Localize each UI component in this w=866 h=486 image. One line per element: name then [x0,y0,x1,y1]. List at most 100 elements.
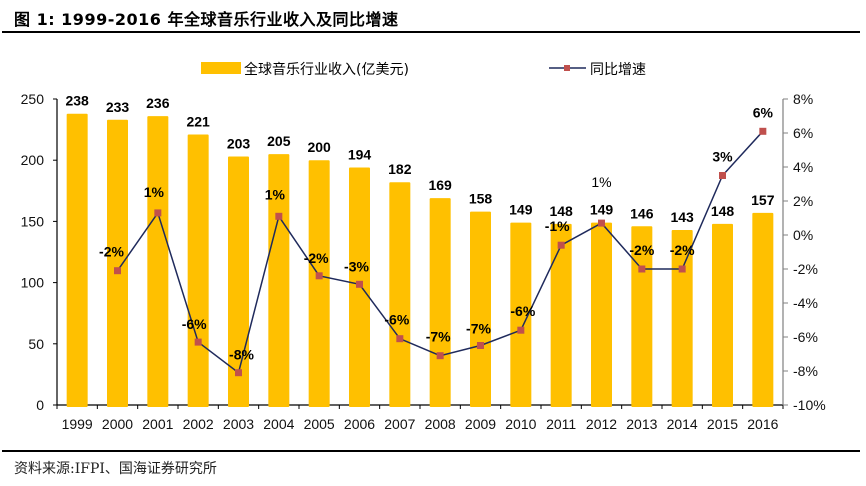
x-tick-label-2016: 2016 [747,416,778,432]
bar-2009 [470,211,491,407]
right-axis-tick-label: -2% [793,261,818,277]
growth-marker-2015 [719,172,726,179]
bar-label-2016: 157 [751,192,775,208]
right-axis-tick-label: -4% [793,295,818,311]
bar-label-2000: 233 [106,99,130,115]
bar-2003 [228,156,249,407]
growth-marker-2002 [194,338,202,346]
growth-marker-2011 [557,241,565,249]
bar-2002 [187,134,209,407]
growth-label-2007: -6% [384,312,409,328]
bar-label-2012: 149 [590,202,614,218]
bar-1999 [66,113,88,408]
left-axis-tick-label: 250 [21,91,45,107]
left-axis-tick-label: 100 [21,275,45,291]
left-axis-tick-label: 200 [21,152,45,168]
bar-2004 [268,154,290,407]
bar-2008 [429,198,451,407]
bar-2011 [550,223,572,407]
x-tick-label-2007: 2007 [384,416,415,432]
bar-label-2010: 149 [509,202,533,218]
bar-label-2005: 200 [307,139,331,155]
bar-2012 [591,222,612,407]
x-tick-label-2002: 2002 [183,416,214,432]
right-axis-tick-label: 2% [793,193,813,209]
growth-label-2004: 1% [265,186,286,202]
growth-label-2003: -8% [229,347,254,363]
right-axis-tick-label: 8% [793,91,813,107]
source-note: 资料来源:IFPI、国海证券研究所 [14,461,217,477]
growth-label-2016: 6% [753,104,774,120]
x-tick-label-2013: 2013 [626,416,657,432]
growth-marker-2000 [114,267,121,275]
growth-line: -2%1%-6%-8%1%-2%-3%-6%-7%-7%-6%-1%1%-2% -… [99,104,774,377]
x-tick-label-2005: 2005 [304,416,335,432]
growth-marker-2008 [436,352,444,360]
growth-marker-2010 [517,326,525,334]
bar-2016 [752,212,774,407]
x-tick-label-2010: 2010 [505,416,536,432]
x-tick-label-2011: 2011 [546,416,576,432]
x-tick-label-2001: 2001 [142,416,173,432]
left-axis-tick-label: 150 [21,213,45,229]
bar-label-1999: 238 [65,93,89,109]
growth-marker-2009 [477,342,484,349]
growth-label-2002: -6% [182,316,207,332]
bar-2001 [147,116,169,408]
growth-label-2014: -2% [670,242,695,258]
x-tick-label-2015: 2015 [707,416,738,432]
bar-label-2013: 146 [630,205,654,221]
x-tick-label-2014: 2014 [667,416,698,432]
bar-label-2014: 143 [670,209,694,225]
right-axis-tick-label: 4% [793,159,813,175]
x-tick-label-2009: 2009 [465,416,496,432]
growth-marker-2005 [315,272,323,280]
legend-line-label: 同比增速 [590,62,646,78]
right-axis-tick-label: -10% [793,397,826,413]
x-tick-label-2000: 2000 [102,416,133,432]
growth-marker-2012 [598,219,605,227]
right-axis-tick-label: 0% [793,227,813,243]
bar-label-2002: 221 [186,113,210,129]
figure-title: 图 1: 1999-2016 年全球音乐行业收入及同比增速 [14,10,399,29]
left-axis-tick-label: 50 [28,336,44,352]
bar-2010 [510,222,532,407]
growth-marker-2003 [235,369,242,377]
growth-marker-2004 [275,212,283,220]
growth-marker-2016 [759,127,767,135]
bar-label-2009: 158 [469,191,493,207]
title-rule [2,31,860,33]
x-tick-label-1999: 1999 [62,416,93,432]
growth-marker-2006 [356,280,363,288]
bar-2005 [308,160,330,407]
bar-2014 [671,229,693,407]
legend-bar-label: 全球音乐行业收入(亿美元) [244,61,409,78]
x-tick-labels: 1999 2000 2001 2002 2003 2004 2005 2006 2007 2008… [62,416,779,432]
legend: 全球音乐行业收入(亿美元) 同比增速 [201,61,646,78]
right-axis-tick-label: 6% [793,125,813,141]
legend-line-marker [564,65,570,71]
right-axis-tick-label: -6% [793,329,818,345]
x-tick-label-2006: 2006 [344,416,375,432]
bar-label-2001: 236 [146,95,170,111]
growth-label-2009: -7% [466,321,491,337]
x-tick-label-2008: 2008 [425,416,456,432]
right-axis-tick-label: -8% [793,363,818,379]
growth-label-2000: -2% [99,244,124,260]
bar-label-2004: 205 [267,133,291,149]
bar-label-2003: 203 [227,136,251,152]
growth-label-2011: -1% [545,218,570,234]
bar-label-2015: 148 [711,203,735,219]
source-rule [2,450,860,452]
bar-label-2006: 194 [348,147,372,163]
growth-marker-2014 [678,265,686,273]
growth-label-2008: -7% [426,329,451,345]
growth-label-2012: 1% [591,174,611,190]
axes: 0 50 100 150 200 250 -10% -8% -6% -4% -2% 0% 2% 4% 6% 8… [21,91,826,413]
growth-label-2013: -2% [629,242,654,258]
bar-labels: 238 233 236 221 203 205 200 194 182 169 158 149 148 1… [65,93,774,225]
bar-label-2008: 169 [428,177,452,193]
growth-marker-2001 [154,209,162,217]
x-tick-label-2004: 2004 [263,416,294,432]
bar-2000 [107,119,128,408]
